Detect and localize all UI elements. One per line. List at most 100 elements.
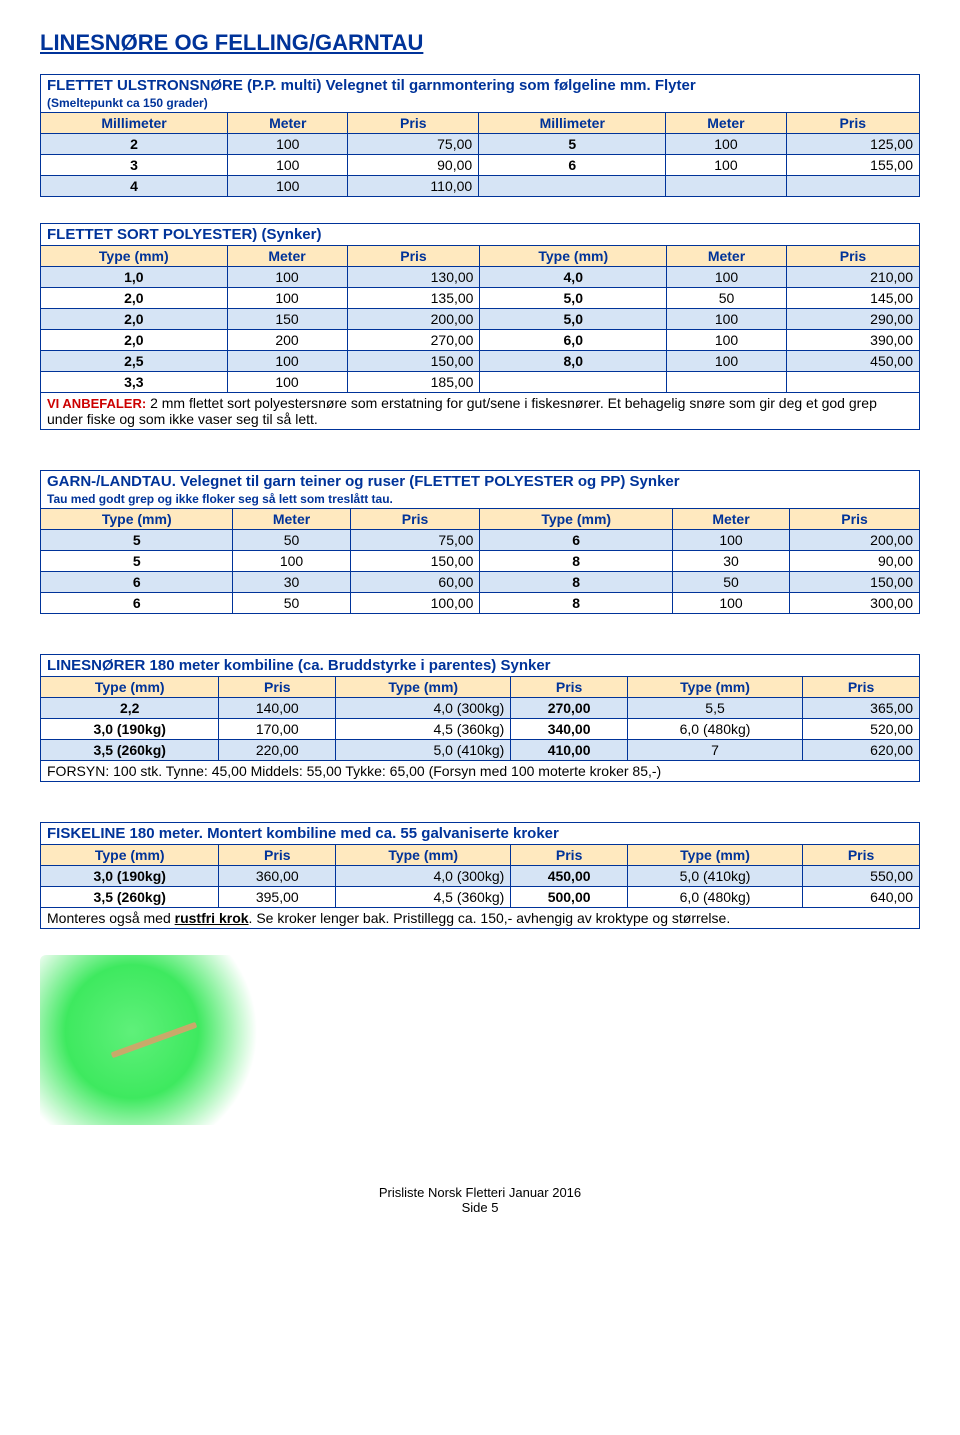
td: 100 (672, 530, 789, 551)
td: 100 (666, 155, 786, 176)
th: Type (mm) (336, 677, 511, 698)
td: 410,00 (511, 740, 628, 761)
t5-extra: Monteres også med rustfri krok. Se kroke… (41, 908, 920, 929)
product-image (40, 955, 270, 1125)
th: Type (mm) (627, 677, 802, 698)
td: 6,0 (480kg) (627, 719, 802, 740)
td: 450,00 (511, 866, 628, 887)
t2-note: VI ANBEFALER: 2 mm flettet sort polyeste… (41, 393, 920, 430)
th: Type (mm) (41, 246, 228, 267)
page-title: LINESNØRE OG FELLING/GARNTAU (40, 30, 920, 56)
th: Pris (786, 113, 919, 134)
td: 185,00 (347, 372, 480, 393)
footer-line2: Side 5 (40, 1200, 920, 1215)
footer: Prisliste Norsk Fletteri Januar 2016 Sid… (40, 1185, 920, 1215)
td: 500,00 (511, 887, 628, 908)
td: 50 (233, 530, 350, 551)
td: 4,0 (480, 267, 667, 288)
table-row: 3,5 (260kg)395,004,5 (360kg)500,006,0 (4… (41, 887, 920, 908)
t5-title: FISKELINE 180 meter. Montert kombiline m… (41, 823, 920, 845)
th: Millimeter (41, 113, 228, 134)
td: 150 (227, 309, 347, 330)
td: 2,2 (41, 698, 219, 719)
table-4: LINESNØRER 180 meter kombiline (ca. Brud… (40, 654, 920, 782)
th: Type (mm) (41, 845, 219, 866)
td: 100 (227, 267, 347, 288)
th: Meter (228, 113, 348, 134)
td: 270,00 (511, 698, 628, 719)
th: Pris (511, 677, 628, 698)
td: 8 (480, 551, 672, 572)
td: 150,00 (790, 572, 920, 593)
table-4-block: LINESNØRER 180 meter kombiline (ca. Brud… (40, 654, 920, 782)
td: 6 (41, 572, 233, 593)
td: 145,00 (786, 288, 919, 309)
table-row: 55075,006100200,00 (41, 530, 920, 551)
td: 200,00 (347, 309, 480, 330)
td: 5,0 (480, 309, 667, 330)
td: 4,5 (360kg) (336, 719, 511, 740)
th: Type (mm) (627, 845, 802, 866)
td: 290,00 (786, 309, 919, 330)
td (666, 176, 786, 197)
td: 6,0 (480, 330, 667, 351)
table-2-block: FLETTET SORT POLYESTER) (Synker) Type (m… (40, 223, 920, 430)
th: Type (mm) (41, 509, 233, 530)
th: Meter (666, 113, 786, 134)
th: Pris (347, 246, 480, 267)
td: 8 (480, 572, 672, 593)
td: 6 (480, 530, 672, 551)
td: 300,00 (790, 593, 920, 614)
td: 270,00 (347, 330, 480, 351)
td: 3,0 (190kg) (41, 719, 219, 740)
footer-line1: Prisliste Norsk Fletteri Januar 2016 (40, 1185, 920, 1200)
td: 2,0 (41, 309, 228, 330)
th: Pris (219, 677, 336, 698)
td: 100 (666, 134, 786, 155)
td: 60,00 (350, 572, 480, 593)
table-row: 2,0200270,006,0100390,00 (41, 330, 920, 351)
td: 100 (667, 351, 787, 372)
td: 100 (228, 155, 348, 176)
th: Pris (219, 845, 336, 866)
table-1: FLETTET ULSTRONSNØRE (P.P. multi) Velegn… (40, 74, 920, 197)
td: 640,00 (803, 887, 920, 908)
th: Type (mm) (41, 677, 219, 698)
td: 100 (667, 309, 787, 330)
table-row: 310090,006100155,00 (41, 155, 920, 176)
td: 30 (672, 551, 789, 572)
td: 50 (672, 572, 789, 593)
table-3-block: GARN-/LANDTAU. Velegnet til garn teiner … (40, 470, 920, 614)
t4-title: LINESNØRER 180 meter kombiline (ca. Brud… (41, 655, 920, 677)
table-row: 3,0 (190kg)360,004,0 (300kg)450,005,0 (4… (41, 866, 920, 887)
td: 130,00 (347, 267, 480, 288)
td: 3,5 (260kg) (41, 887, 219, 908)
table-row: 4100110,00 (41, 176, 920, 197)
td: 4,5 (360kg) (336, 887, 511, 908)
td: 50 (233, 593, 350, 614)
td: 100 (228, 176, 348, 197)
td: 100 (227, 351, 347, 372)
td: 5 (479, 134, 666, 155)
table-5-block: FISKELINE 180 meter. Montert kombiline m… (40, 822, 920, 929)
table-row: 3,0 (190kg)170,004,5 (360kg)340,006,0 (4… (41, 719, 920, 740)
th: Pris (790, 509, 920, 530)
td: 30 (233, 572, 350, 593)
td: 155,00 (786, 155, 919, 176)
td: 2 (41, 134, 228, 155)
table-row: 2,5100150,008,0100450,00 (41, 351, 920, 372)
td: 100 (667, 267, 787, 288)
td: 6,0 (480kg) (627, 887, 802, 908)
td: 360,00 (219, 866, 336, 887)
table-2: FLETTET SORT POLYESTER) (Synker) Type (m… (40, 223, 920, 430)
th: Pris (786, 246, 919, 267)
td: 75,00 (350, 530, 480, 551)
t2-title: FLETTET SORT POLYESTER) (Synker) (41, 224, 920, 246)
table-5: FISKELINE 180 meter. Montert kombiline m… (40, 822, 920, 929)
td: 5 (41, 530, 233, 551)
t3-title: GARN-/LANDTAU. Velegnet til garn teiner … (41, 471, 920, 509)
table-row: 3,3100185,00 (41, 372, 920, 393)
td (479, 176, 666, 197)
td (480, 372, 667, 393)
td: 6 (479, 155, 666, 176)
